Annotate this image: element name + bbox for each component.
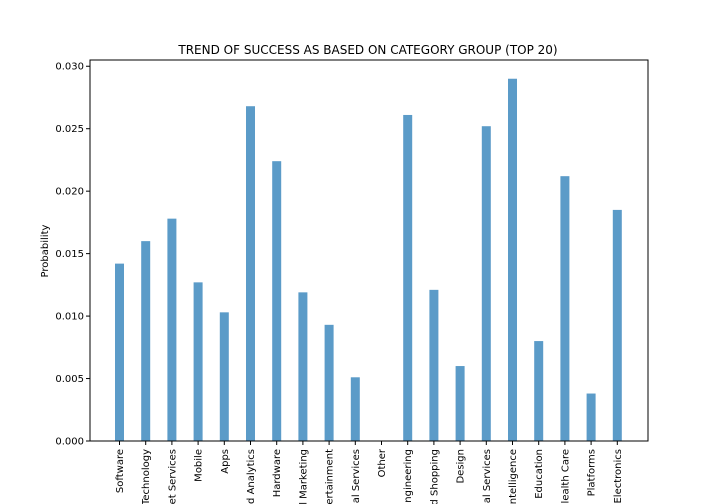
- x-tick-label-13: Design: [456, 449, 467, 484]
- plot-frame: [89, 59, 649, 442]
- x-tick-label-10: Other: [377, 448, 388, 477]
- x-tick-label-9: al Services: [351, 449, 362, 503]
- y-ticks-group: 0.000 0.005 0.010 0.015 0.020 0.025 0.030: [55, 62, 90, 448]
- bar-0: [115, 263, 124, 441]
- bar-1: [141, 241, 151, 441]
- x-ticks-group: Software Technology et Services Mobile Apps d…: [115, 441, 624, 504]
- bar-9: [350, 377, 360, 441]
- bar-8: [324, 324, 334, 441]
- bar-3: [193, 282, 203, 441]
- x-tick-label-16: Education: [534, 449, 545, 499]
- bar-15: [508, 78, 517, 441]
- bar-12: [429, 289, 439, 441]
- x-tick-label-19: Electronics: [613, 449, 624, 504]
- x-tick-label-0: Software: [115, 449, 126, 493]
- y-axis-label: Probability: [40, 224, 51, 277]
- y-tick-label-1: 0.005: [55, 374, 84, 385]
- bar-2: [167, 218, 177, 441]
- bar-4: [219, 312, 229, 441]
- x-tick-label-4: Apps: [220, 449, 231, 474]
- y-tick-label-4: 0.020: [55, 187, 84, 198]
- bar-6: [272, 161, 282, 442]
- bar-11: [403, 114, 413, 442]
- bar-18: [586, 393, 596, 441]
- x-tick-label-7: l Marketing: [298, 449, 309, 504]
- x-tick-label-3: Mobile: [194, 449, 205, 482]
- x-tick-label-14: al Services: [482, 449, 493, 503]
- chart-title: TREND OF SUCCESS AS BASED ON CATEGORY GR…: [177, 43, 557, 57]
- x-tick-label-2: et Services: [167, 449, 178, 504]
- bar-14: [481, 126, 491, 442]
- bar-13: [455, 366, 465, 441]
- x-tick-label-8: ertainment: [325, 449, 336, 504]
- x-tick-label-12: d Shopping: [429, 449, 440, 504]
- bar-7: [298, 292, 308, 441]
- x-tick-label-18: Platforms: [587, 449, 598, 496]
- bar-16: [534, 341, 544, 441]
- y-tick-label-2: 0.010: [55, 312, 84, 323]
- x-tick-label-17: lealth Care: [560, 449, 571, 503]
- y-tick-label-0: 0.000: [55, 437, 84, 448]
- bars-group: [115, 78, 622, 442]
- y-tick-label-6: 0.030: [55, 62, 84, 73]
- bar-5: [246, 106, 255, 442]
- x-tick-label-11: ngineering: [403, 449, 414, 503]
- x-tick-label-5: d Analytics: [246, 449, 257, 504]
- x-tick-label-1: Technology: [141, 449, 152, 504]
- x-tick-label-6: Hardware: [272, 449, 283, 497]
- x-tick-label-15: ntelligence: [508, 449, 519, 504]
- bar-17: [560, 176, 570, 441]
- y-tick-label-3: 0.015: [55, 249, 84, 260]
- y-tick-label-5: 0.025: [55, 124, 84, 135]
- bar-19: [612, 209, 622, 441]
